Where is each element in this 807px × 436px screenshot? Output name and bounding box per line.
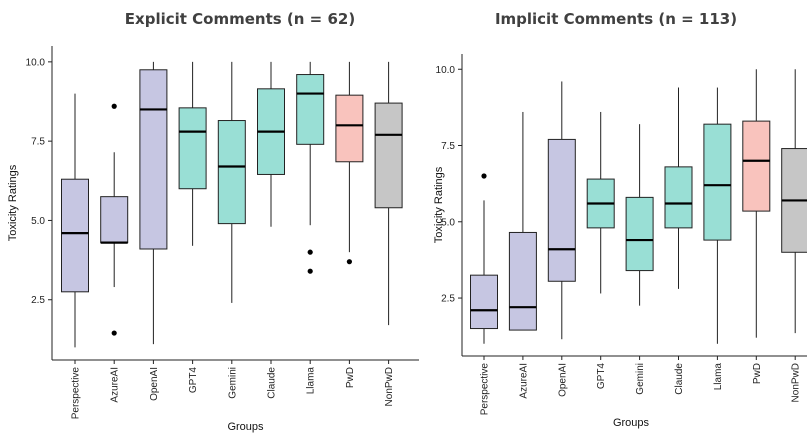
iqr-box: [296, 74, 325, 145]
y-tick-label: 10.0: [436, 65, 456, 76]
box-gpt4: [586, 111, 615, 294]
box-azureai: [100, 103, 129, 336]
box-openai: [139, 61, 168, 345]
iqr-box: [742, 120, 771, 212]
y-tick-label: 2.5: [31, 295, 45, 306]
chart-title: Explicit Comments (n = 62): [125, 10, 355, 28]
box-gemini: [217, 61, 246, 303]
y-tick-label: 7.5: [31, 137, 45, 148]
box-pwd: [335, 61, 364, 265]
box-claude: [257, 61, 285, 227]
x-tick-label: OpenAI: [149, 367, 160, 401]
x-tick-label: AzureAI: [518, 363, 529, 399]
x-tick-label: PwD: [752, 363, 763, 384]
outlier-point: [111, 103, 117, 109]
outlier-point: [307, 249, 313, 255]
x-tick-label: OpenAI: [557, 363, 568, 397]
iqr-box: [178, 107, 207, 190]
iqr-box: [703, 123, 732, 241]
x-tick-label: NonPwD: [791, 363, 802, 402]
box-perspective: [470, 173, 498, 344]
box-nonpwd: [374, 61, 403, 326]
x-tick-label: Perspective: [480, 363, 491, 416]
chart-panel-1: Explicit Comments (n = 62) 2.5 5.0 7.5 10.0 T…: [7, 10, 419, 433]
iqr-box: [100, 196, 129, 244]
box-gpt4: [178, 61, 207, 246]
box-llama: [296, 61, 325, 274]
y-tick-label: 5.0: [31, 216, 45, 227]
iqr-box: [335, 94, 364, 163]
chart-panel-2: Implicit Comments (n = 113) 2.5 5.0 7.5 10.0…: [433, 10, 807, 429]
iqr-box: [374, 102, 403, 209]
y-tick-label: 10.0: [26, 57, 46, 68]
outlier-point: [481, 173, 487, 179]
outlier-point: [111, 330, 117, 336]
x-tick-label: Llama: [306, 367, 317, 395]
chart-title: Implicit Comments (n = 113): [495, 10, 737, 28]
iqr-box: [664, 166, 693, 229]
x-tick-label: Perspective: [71, 367, 82, 420]
x-tick-label: Gemini: [227, 367, 238, 399]
y-tick-label: 2.5: [441, 294, 455, 305]
x-tick-label: PwD: [345, 367, 356, 388]
iqr-box: [547, 138, 576, 282]
box-claude: [664, 87, 693, 289]
x-axis-label: Groups: [227, 421, 264, 433]
outlier-point: [346, 259, 352, 265]
x-axis-label: Groups: [613, 417, 650, 429]
iqr-box: [217, 120, 246, 225]
iqr-box: [470, 274, 498, 330]
x-tick-label: GPT4: [188, 367, 199, 394]
iqr-box: [61, 178, 89, 293]
x-tick-label: Claude: [674, 363, 685, 395]
x-tick-label: AzureAI: [110, 367, 121, 403]
box-gemini: [625, 124, 654, 306]
x-tick-label: GPT4: [596, 363, 607, 390]
box-llama: [703, 87, 732, 344]
iqr-box: [625, 196, 654, 272]
box-pwd: [742, 69, 771, 338]
box-perspective: [61, 93, 89, 348]
box-azureai: [508, 111, 537, 331]
x-tick-label: Llama: [713, 363, 724, 391]
y-axis-label: Toxicity Ratings: [7, 164, 19, 241]
iqr-box: [508, 231, 537, 331]
y-tick-label: 5.0: [441, 217, 455, 228]
y-axis-label: Toxicity Ratings: [433, 166, 445, 243]
x-tick-label: NonPwD: [384, 367, 395, 406]
iqr-box: [139, 69, 168, 250]
box-nonpwd: [781, 69, 807, 334]
outlier-point: [307, 268, 313, 274]
x-tick-label: Gemini: [635, 363, 646, 395]
box-openai: [547, 81, 576, 340]
y-tick-label: 7.5: [441, 141, 455, 152]
x-tick-label: Claude: [267, 367, 278, 399]
